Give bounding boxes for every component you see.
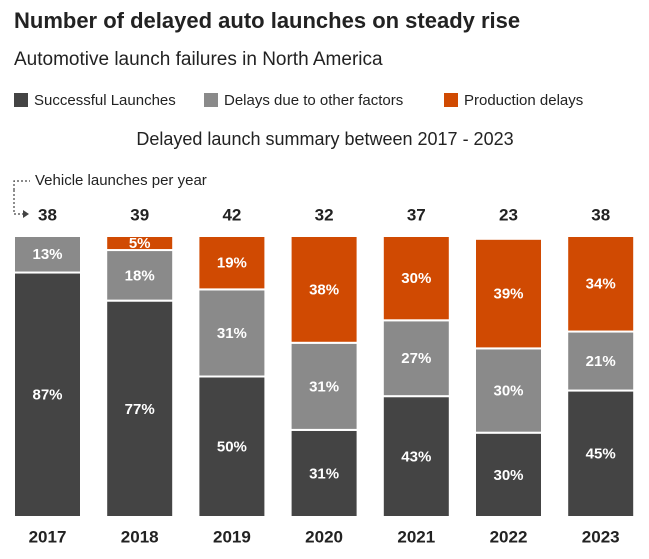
data-label: 27% xyxy=(401,350,431,367)
data-label: 5% xyxy=(129,235,151,252)
data-label: 50% xyxy=(217,439,247,456)
data-label: 31% xyxy=(309,378,339,395)
total-label: 32 xyxy=(315,205,334,224)
legend-label: Production delays xyxy=(464,92,583,109)
data-label: 30% xyxy=(493,383,523,400)
total-label: 38 xyxy=(38,205,57,224)
data-label: 13% xyxy=(32,246,62,263)
data-label: 45% xyxy=(586,446,616,463)
x-tick-label: 2017 xyxy=(29,527,67,546)
plot-subtitle: Delayed launch summary between 2017 - 20… xyxy=(136,129,513,149)
data-label: 39% xyxy=(493,286,523,303)
bar-segment xyxy=(566,330,636,392)
data-label: 19% xyxy=(217,255,247,272)
legend-swatch xyxy=(14,93,28,107)
total-label: 38 xyxy=(591,205,610,224)
data-label: 34% xyxy=(586,276,616,293)
bar-segment xyxy=(381,235,451,322)
bar-segment xyxy=(197,288,267,378)
bar-segment xyxy=(289,235,359,344)
bar-segment xyxy=(13,271,82,518)
data-label: 31% xyxy=(309,465,339,482)
data-label: 18% xyxy=(125,267,155,284)
chart-subtitle: Automotive launch failures in North Amer… xyxy=(14,49,383,70)
bar-segment xyxy=(105,249,175,302)
annotation: Vehicle launches per year xyxy=(35,172,207,189)
x-tick-label: 2019 xyxy=(213,527,251,546)
bar-segment xyxy=(197,375,267,518)
data-label: 30% xyxy=(493,467,523,484)
bar-segment xyxy=(474,237,543,350)
x-tick-label: 2023 xyxy=(582,527,620,546)
bar-segment xyxy=(381,395,451,519)
chart-title: Number of delayed auto launches on stead… xyxy=(14,8,520,33)
x-tick-label: 2018 xyxy=(121,527,159,546)
bar-segment xyxy=(197,235,267,291)
data-label: 31% xyxy=(217,325,247,342)
x-tick-label: 2020 xyxy=(305,527,343,546)
legend-label: Successful Launches xyxy=(34,92,176,109)
bar-segment xyxy=(105,235,175,252)
total-label: 23 xyxy=(499,205,518,224)
data-label: 43% xyxy=(401,449,431,466)
x-tick-label: 2022 xyxy=(490,527,528,546)
total-label: 42 xyxy=(222,205,241,224)
data-label: 38% xyxy=(309,281,339,298)
bar-segment xyxy=(566,389,636,518)
total-label: 39 xyxy=(130,205,149,224)
data-label: 77% xyxy=(125,401,155,418)
legend-swatch xyxy=(444,93,458,107)
annotation-arrow xyxy=(13,180,30,215)
bar-segment xyxy=(566,235,636,333)
annotation-arrowhead xyxy=(23,210,29,218)
bar-segment xyxy=(289,341,359,431)
total-label: 37 xyxy=(407,205,426,224)
x-tick-label: 2021 xyxy=(397,527,435,546)
bar-segment xyxy=(381,319,451,398)
data-label: 87% xyxy=(32,387,62,404)
data-label: 21% xyxy=(586,353,616,370)
bar-segment xyxy=(289,428,359,519)
legend-label: Delays due to other factors xyxy=(224,92,403,109)
data-label: 30% xyxy=(401,270,431,287)
bar-segment xyxy=(13,235,82,274)
legend-swatch xyxy=(204,93,218,107)
bar-segment xyxy=(474,347,543,434)
